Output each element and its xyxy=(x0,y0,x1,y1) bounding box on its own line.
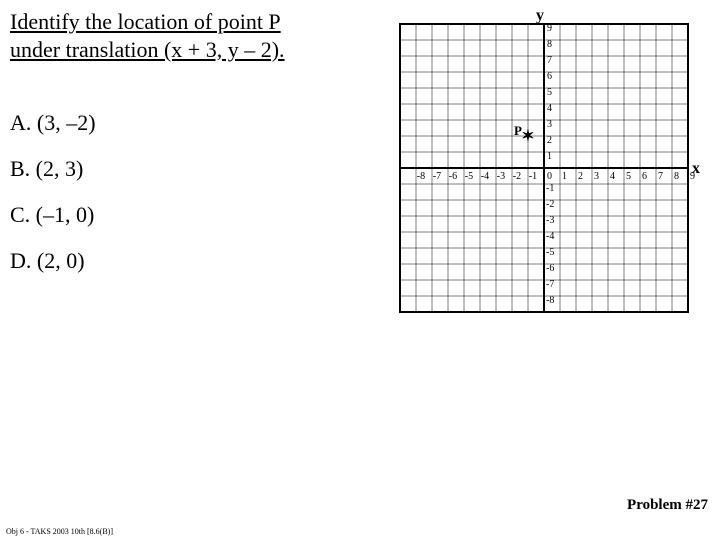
svg-text:1: 1 xyxy=(562,171,567,182)
svg-text:-7: -7 xyxy=(433,171,441,182)
svg-text:y: y xyxy=(536,7,544,24)
svg-text:-5: -5 xyxy=(546,247,554,258)
svg-text:2: 2 xyxy=(547,135,552,146)
svg-text:-1: -1 xyxy=(546,183,554,194)
svg-text:-2: -2 xyxy=(546,199,554,210)
svg-text:4: 4 xyxy=(547,103,552,114)
svg-text:-6: -6 xyxy=(546,263,554,274)
answer-options: A. (3, –2) B. (2, 3) C. (–1, 0) D. (2, 0… xyxy=(10,110,96,294)
question-line1: Identify the location of point P xyxy=(10,9,281,34)
svg-text:0: 0 xyxy=(547,171,552,182)
svg-text:-2: -2 xyxy=(513,171,521,182)
svg-text:-5: -5 xyxy=(465,171,473,182)
svg-text:7: 7 xyxy=(547,55,552,66)
svg-text:x: x xyxy=(692,160,700,177)
svg-text:-7: -7 xyxy=(546,279,554,290)
svg-text:6: 6 xyxy=(642,171,647,182)
svg-text:8: 8 xyxy=(547,39,552,50)
svg-text:3: 3 xyxy=(594,171,599,182)
svg-text:-4: -4 xyxy=(546,231,554,242)
coordinate-grid: -8-7-6-5-4-3-2-10123456789123456789-1-2-… xyxy=(392,6,712,346)
answer-d: D. (2, 0) xyxy=(10,248,96,274)
answer-a: A. (3, –2) xyxy=(10,110,96,136)
svg-text:6: 6 xyxy=(547,71,552,82)
question-text: Identify the location of point P under t… xyxy=(10,8,340,63)
problem-number: Problem #27 xyxy=(627,497,708,514)
svg-text:-1: -1 xyxy=(529,171,537,182)
answer-c: C. (–1, 0) xyxy=(10,202,96,228)
svg-text:2: 2 xyxy=(578,171,583,182)
svg-text:-8: -8 xyxy=(546,295,554,306)
svg-text:4: 4 xyxy=(610,171,615,182)
svg-text:-3: -3 xyxy=(497,171,505,182)
svg-text:8: 8 xyxy=(674,171,679,182)
svg-text:5: 5 xyxy=(626,171,631,182)
svg-text:P: P xyxy=(514,123,522,138)
svg-text:-8: -8 xyxy=(417,171,425,182)
svg-text:-4: -4 xyxy=(481,171,489,182)
svg-text:1: 1 xyxy=(547,151,552,162)
svg-text:9: 9 xyxy=(547,23,552,34)
svg-text:✶: ✶ xyxy=(521,128,534,145)
question-line2: under translation (x + 3, y – 2). xyxy=(10,37,285,62)
footer-citation: Obj 6 - TAKS 2003 10th [8.6(B)] xyxy=(6,527,113,536)
svg-text:5: 5 xyxy=(547,87,552,98)
svg-text:3: 3 xyxy=(547,119,552,130)
grid-svg: -8-7-6-5-4-3-2-10123456789123456789-1-2-… xyxy=(392,6,712,346)
answer-b: B. (2, 3) xyxy=(10,156,96,182)
svg-text:7: 7 xyxy=(658,171,663,182)
svg-text:-3: -3 xyxy=(546,215,554,226)
svg-text:-6: -6 xyxy=(449,171,457,182)
